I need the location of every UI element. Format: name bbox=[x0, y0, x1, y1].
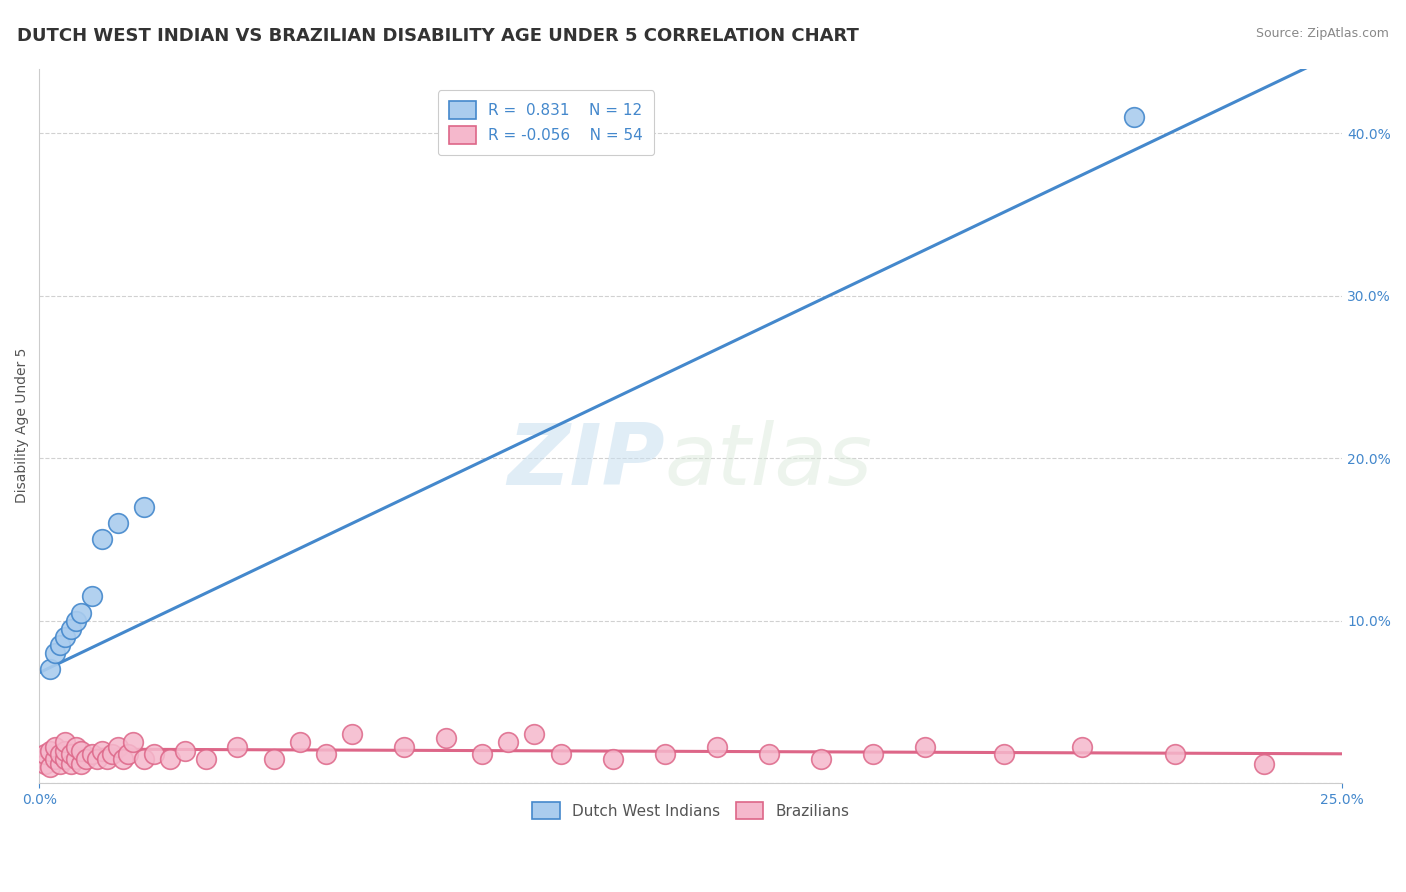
Point bbox=[550, 747, 572, 761]
Point bbox=[49, 756, 72, 771]
Point bbox=[1164, 747, 1187, 761]
Point bbox=[44, 646, 66, 660]
Point bbox=[55, 752, 77, 766]
Point bbox=[86, 752, 108, 766]
Point bbox=[55, 743, 77, 757]
Point bbox=[111, 752, 134, 766]
Point bbox=[195, 752, 218, 766]
Text: atlas: atlas bbox=[665, 420, 873, 503]
Point bbox=[654, 747, 676, 761]
Point bbox=[288, 735, 311, 749]
Point bbox=[65, 740, 87, 755]
Point bbox=[34, 747, 56, 761]
Point bbox=[91, 533, 114, 547]
Point bbox=[706, 740, 728, 755]
Point bbox=[70, 606, 93, 620]
Point bbox=[107, 740, 129, 755]
Point bbox=[44, 740, 66, 755]
Point bbox=[59, 747, 82, 761]
Point bbox=[117, 747, 139, 761]
Point bbox=[471, 747, 494, 761]
Point bbox=[143, 747, 166, 761]
Point bbox=[80, 589, 103, 603]
Text: DUTCH WEST INDIAN VS BRAZILIAN DISABILITY AGE UNDER 5 CORRELATION CHART: DUTCH WEST INDIAN VS BRAZILIAN DISABILIT… bbox=[17, 27, 859, 45]
Point bbox=[498, 735, 520, 749]
Point bbox=[132, 500, 155, 514]
Point bbox=[101, 747, 124, 761]
Point bbox=[226, 740, 249, 755]
Point bbox=[55, 630, 77, 644]
Point bbox=[392, 740, 415, 755]
Point bbox=[159, 752, 181, 766]
Point bbox=[758, 747, 780, 761]
Point bbox=[523, 727, 546, 741]
Text: ZIP: ZIP bbox=[508, 420, 665, 503]
Point bbox=[862, 747, 884, 761]
Text: Source: ZipAtlas.com: Source: ZipAtlas.com bbox=[1256, 27, 1389, 40]
Point bbox=[55, 735, 77, 749]
Point bbox=[38, 760, 60, 774]
Point bbox=[434, 731, 457, 745]
Point bbox=[59, 756, 82, 771]
Point bbox=[38, 662, 60, 676]
Point bbox=[122, 735, 145, 749]
Point bbox=[810, 752, 832, 766]
Point bbox=[602, 752, 624, 766]
Point bbox=[914, 740, 936, 755]
Point bbox=[34, 756, 56, 771]
Point bbox=[174, 743, 197, 757]
Point bbox=[96, 752, 118, 766]
Point bbox=[38, 743, 60, 757]
Point bbox=[49, 638, 72, 652]
Point bbox=[70, 743, 93, 757]
Point bbox=[340, 727, 363, 741]
Point bbox=[263, 752, 285, 766]
Point bbox=[49, 747, 72, 761]
Point bbox=[132, 752, 155, 766]
Point bbox=[59, 622, 82, 636]
Point bbox=[1122, 110, 1144, 124]
Point bbox=[44, 752, 66, 766]
Point bbox=[80, 747, 103, 761]
Point bbox=[65, 614, 87, 628]
Legend: Dutch West Indians, Brazilians: Dutch West Indians, Brazilians bbox=[526, 796, 855, 825]
Point bbox=[91, 743, 114, 757]
Point bbox=[75, 752, 97, 766]
Point bbox=[1253, 756, 1275, 771]
Point bbox=[65, 752, 87, 766]
Point bbox=[993, 747, 1015, 761]
Point bbox=[315, 747, 337, 761]
Y-axis label: Disability Age Under 5: Disability Age Under 5 bbox=[15, 348, 30, 503]
Point bbox=[70, 756, 93, 771]
Point bbox=[1070, 740, 1092, 755]
Point bbox=[107, 516, 129, 531]
